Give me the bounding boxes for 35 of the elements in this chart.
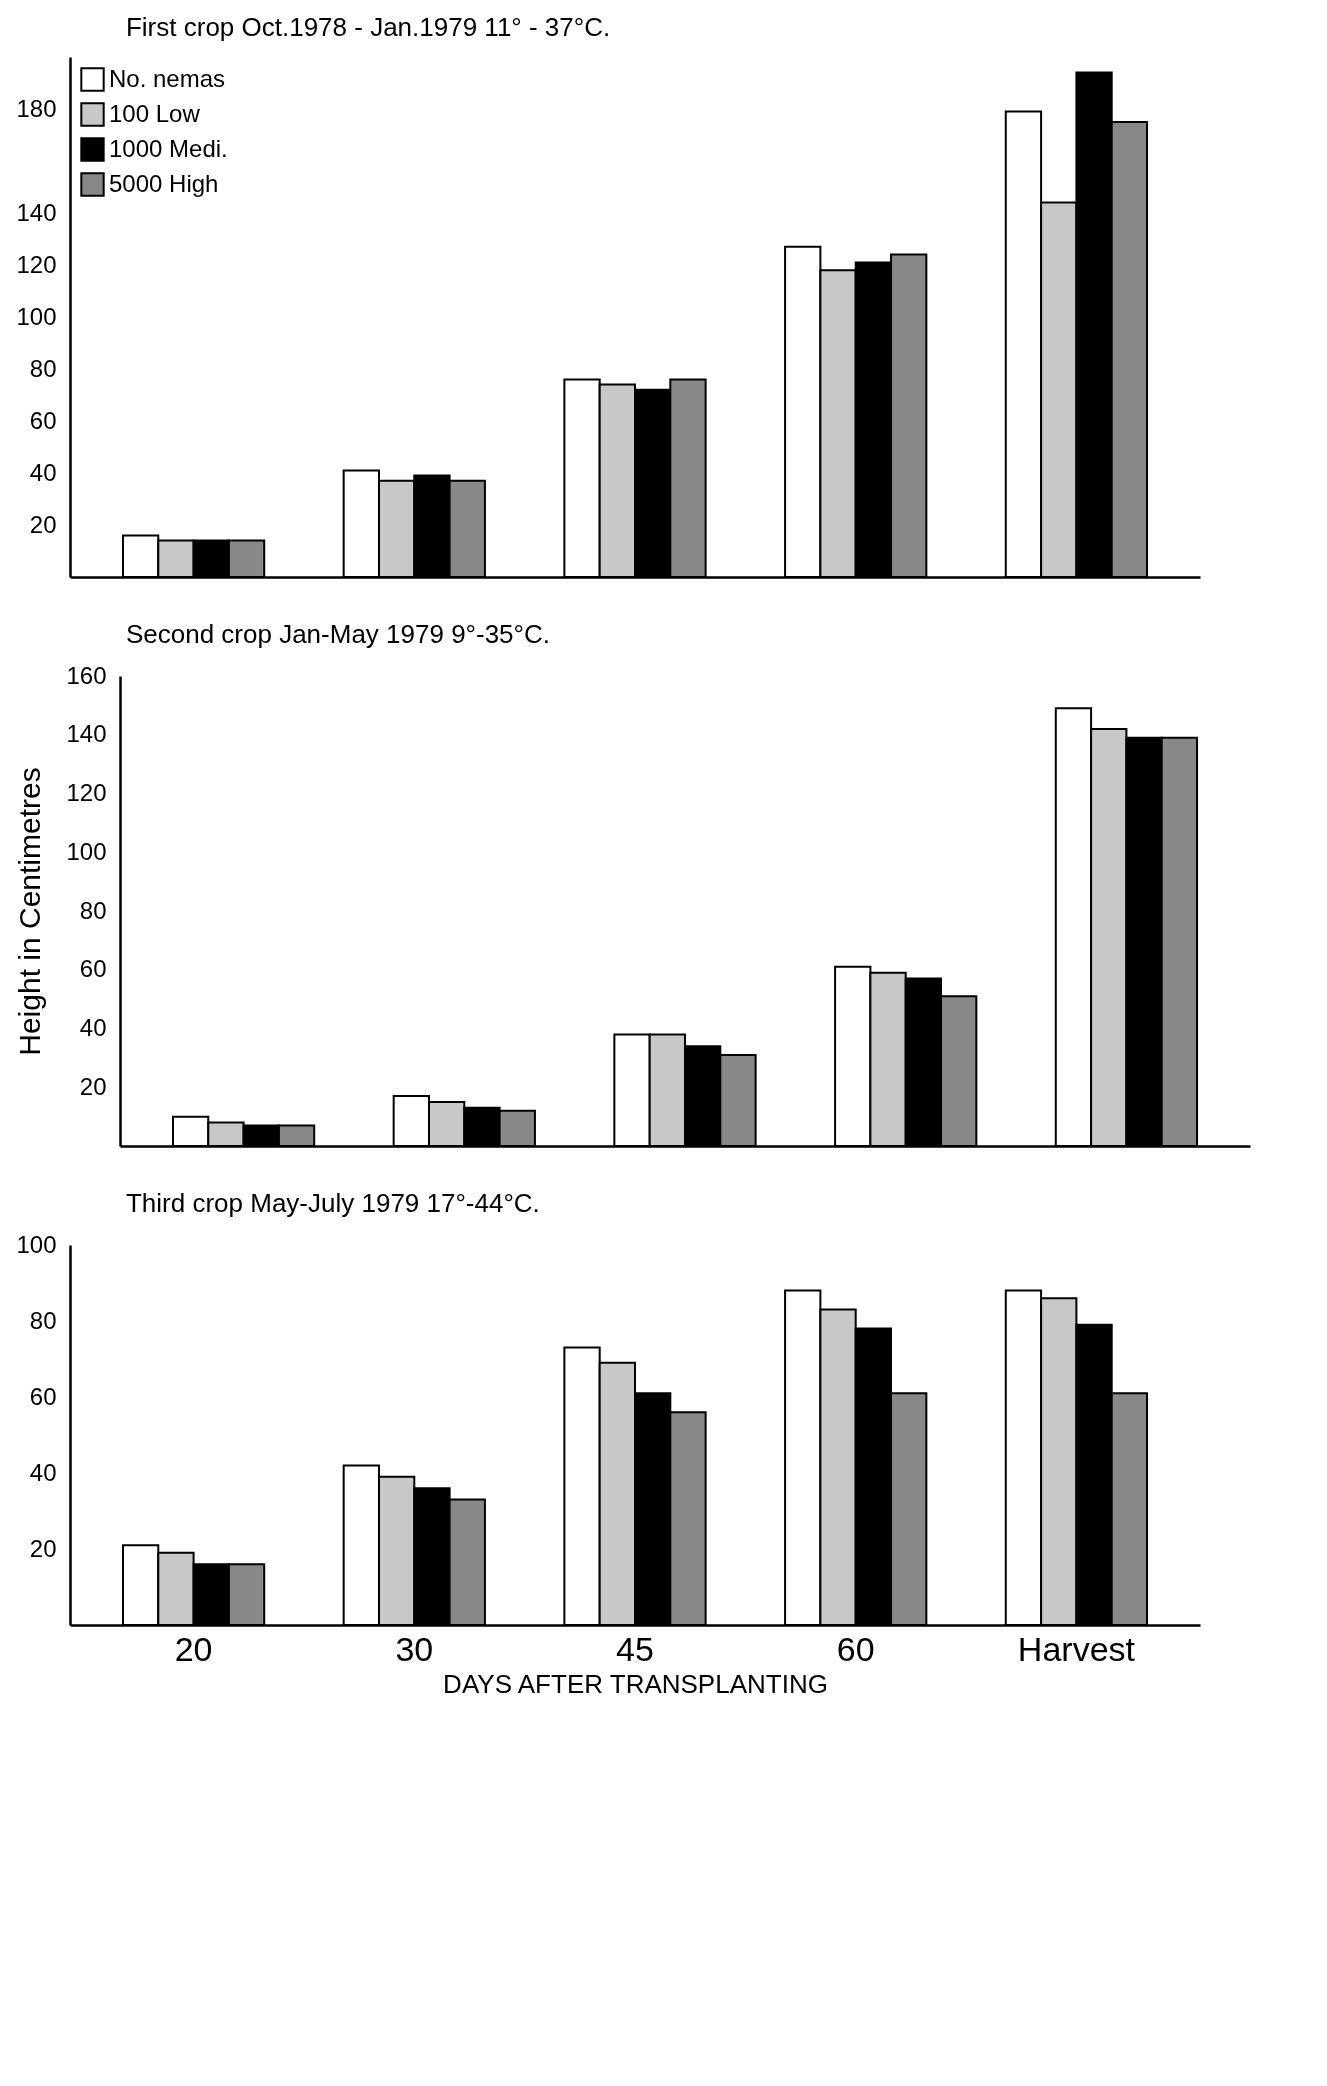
y-tick-label: 160 — [66, 661, 107, 689]
y-tick-label: 40 — [29, 1458, 57, 1486]
y-tick-label: 140 — [16, 198, 57, 226]
y-tick-label: 100 — [66, 837, 107, 865]
legend-label: 100 Low — [109, 99, 201, 127]
y-tick-label: 80 — [79, 896, 107, 924]
y-tick-label: 120 — [66, 779, 107, 806]
y-tick-label: 180 — [16, 94, 57, 122]
y-tick-label: 60 — [79, 955, 107, 983]
x-tick-label: 60 — [836, 1629, 875, 1668]
y-tick-label: 100 — [16, 1230, 57, 1258]
x-tick-label: Harvest — [1017, 1629, 1136, 1668]
y-tick-label: 100 — [16, 302, 57, 330]
y-tick-label: 20 — [29, 510, 57, 538]
y-tick-label: 140 — [66, 720, 107, 748]
y-tick-label: 120 — [16, 250, 57, 278]
chart-title: Second crop Jan-May 1979 9°-35°C. — [125, 619, 550, 649]
y-tick-label: 40 — [29, 458, 57, 486]
y-tick-label: 60 — [29, 406, 57, 434]
x-tick-label: 30 — [395, 1629, 434, 1668]
y-tick-label: 40 — [79, 1014, 107, 1041]
y-tick-label: 60 — [29, 1382, 57, 1410]
x-tick-label: 20 — [174, 1629, 213, 1668]
chart-title: First crop Oct.1978 - Jan.1979 11° - 37°C. — [125, 12, 611, 42]
y-tick-label: 20 — [79, 1072, 107, 1100]
legend-label: 5000 High — [109, 169, 219, 197]
chart-title: Third crop May-July 1979 17°-44°C. — [125, 1188, 540, 1218]
y-tick-label: 80 — [29, 1306, 57, 1334]
x-axis-title: DAYS AFTER TRANSPLANTING — [443, 1668, 828, 1699]
x-tick-label: 45 — [616, 1629, 654, 1668]
legend-label: 1000 Medi. — [109, 134, 228, 162]
y-tick-label: 80 — [29, 354, 57, 382]
legend-label: No. nemas — [109, 64, 226, 92]
y-axis-title: Height in Centimetres — [13, 767, 47, 1056]
y-tick-label: 20 — [29, 1534, 57, 1562]
